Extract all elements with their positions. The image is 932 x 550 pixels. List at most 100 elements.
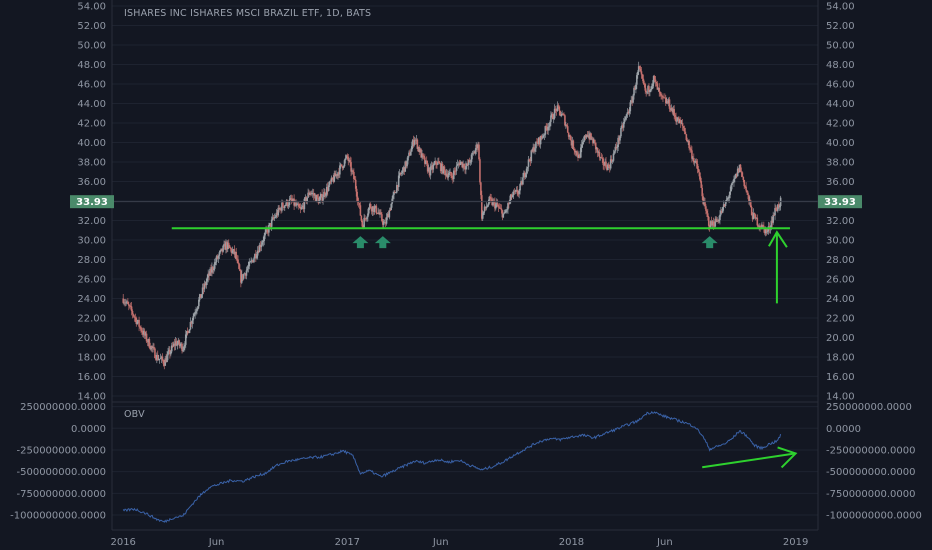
candle-body bbox=[389, 210, 392, 211]
candle-body bbox=[624, 116, 627, 120]
candle-body bbox=[697, 168, 700, 173]
candle-body bbox=[533, 147, 535, 152]
candle-body bbox=[727, 197, 730, 199]
candle-body bbox=[205, 281, 208, 286]
candle-body bbox=[490, 198, 492, 200]
time-axis[interactable]: 2016 Jun 2017 Jun 2018 Jun 2019 bbox=[110, 529, 818, 548]
candle-body bbox=[435, 161, 437, 165]
candle-body bbox=[738, 164, 741, 173]
candle-body bbox=[206, 277, 209, 282]
candle-body bbox=[263, 235, 266, 241]
candle-body bbox=[632, 95, 634, 103]
candle-body bbox=[460, 161, 463, 163]
candle-body bbox=[140, 326, 142, 331]
candle-body bbox=[372, 206, 375, 212]
candle-body bbox=[744, 186, 746, 187]
candle-body bbox=[432, 164, 435, 170]
candle-body bbox=[134, 317, 137, 319]
candle-body bbox=[484, 206, 487, 209]
candle-body bbox=[176, 343, 179, 346]
candle-body bbox=[537, 142, 539, 144]
candle-body bbox=[654, 79, 657, 82]
candle-body bbox=[152, 347, 154, 349]
candle-body bbox=[422, 153, 424, 157]
candle-body bbox=[308, 192, 310, 195]
candle-body bbox=[200, 294, 203, 298]
left-price-tick: 28.00 bbox=[77, 255, 106, 266]
candle-body bbox=[765, 228, 768, 232]
left-price-tick: 40.00 bbox=[77, 138, 106, 149]
candle-body bbox=[777, 204, 780, 208]
candle-body bbox=[441, 163, 444, 174]
candle-body bbox=[770, 220, 773, 228]
candle-body bbox=[677, 117, 679, 121]
obv-grid bbox=[112, 406, 818, 516]
candle-body bbox=[544, 126, 547, 135]
last-price-badge-left-bg bbox=[70, 195, 114, 209]
candle-body bbox=[433, 163, 435, 165]
candle-body bbox=[716, 220, 718, 222]
candle-body bbox=[136, 321, 139, 324]
right-price-tick: 20.00 bbox=[826, 333, 855, 344]
candle-body bbox=[550, 115, 552, 122]
price-pane[interactable]: ISHARES INC ISHARES MSCI BRAZIL ETF, 1D,… bbox=[112, 5, 818, 397]
left-obv-axis[interactable]: 250000000.0000 0.0000 -250000000.0000 -5000… bbox=[10, 402, 106, 521]
candle-body bbox=[316, 195, 319, 198]
candle-body bbox=[745, 186, 747, 191]
candle-body bbox=[371, 206, 374, 212]
candle-body bbox=[739, 164, 742, 172]
candle-body bbox=[363, 217, 365, 228]
right-obv-axis[interactable]: 250000000.0000 0.0000 -250000000.0000 -5000… bbox=[826, 402, 922, 521]
candle-body bbox=[286, 200, 289, 207]
candle-body bbox=[552, 118, 555, 120]
candle-body bbox=[193, 314, 195, 317]
candle-body bbox=[459, 162, 462, 166]
candle-body bbox=[283, 206, 285, 208]
candle-body bbox=[698, 172, 701, 177]
candle-body bbox=[662, 95, 664, 98]
candle-body bbox=[520, 181, 522, 185]
candle-body bbox=[704, 201, 706, 207]
candle-body bbox=[192, 316, 195, 321]
candle-body bbox=[344, 158, 347, 161]
candle-body bbox=[177, 340, 180, 344]
left-obv-tick: -250000000.0000 bbox=[17, 445, 107, 456]
candle-body bbox=[658, 87, 661, 92]
candle-body bbox=[485, 206, 488, 209]
candle-body bbox=[123, 302, 125, 304]
candle-body bbox=[338, 172, 340, 175]
candle-body bbox=[468, 160, 471, 163]
candle-body bbox=[608, 166, 611, 169]
candle-body bbox=[421, 153, 423, 158]
candle-body bbox=[692, 158, 694, 159]
candle-body bbox=[481, 195, 483, 219]
candle-body bbox=[553, 108, 556, 119]
candle-body bbox=[301, 205, 304, 208]
candle-body bbox=[147, 339, 150, 343]
left-price-axis[interactable]: 54.00 52.00 50.00 48.00 46.00 44.00 42.00 40.00… bbox=[77, 0, 113, 530]
time-tick: 2016 bbox=[110, 537, 135, 548]
candle-body bbox=[507, 203, 509, 210]
candle-body bbox=[411, 140, 414, 147]
candle-body bbox=[144, 333, 147, 336]
support-arrow-marker bbox=[374, 236, 391, 249]
candle-body bbox=[395, 192, 397, 194]
candle-body bbox=[478, 144, 480, 160]
candle-body bbox=[155, 358, 157, 360]
candle-body bbox=[750, 206, 753, 216]
right-price-tick: 52.00 bbox=[826, 21, 855, 32]
right-price-axis[interactable]: 54.00 52.00 50.00 48.00 46.00 44.00 42.00 40.00… bbox=[817, 0, 855, 530]
candle-body bbox=[592, 138, 594, 144]
candle-body bbox=[580, 144, 583, 148]
candle-body bbox=[276, 212, 279, 216]
candle-body bbox=[241, 274, 244, 279]
candle-body bbox=[569, 135, 572, 141]
candle-body bbox=[212, 268, 215, 270]
candle-body bbox=[730, 185, 732, 192]
candle-body bbox=[585, 134, 588, 138]
candle-body bbox=[414, 139, 417, 141]
candle-body bbox=[451, 175, 453, 178]
candle-body bbox=[406, 160, 408, 167]
obv-pane[interactable]: OBV bbox=[112, 406, 818, 524]
candle-body bbox=[707, 213, 709, 217]
